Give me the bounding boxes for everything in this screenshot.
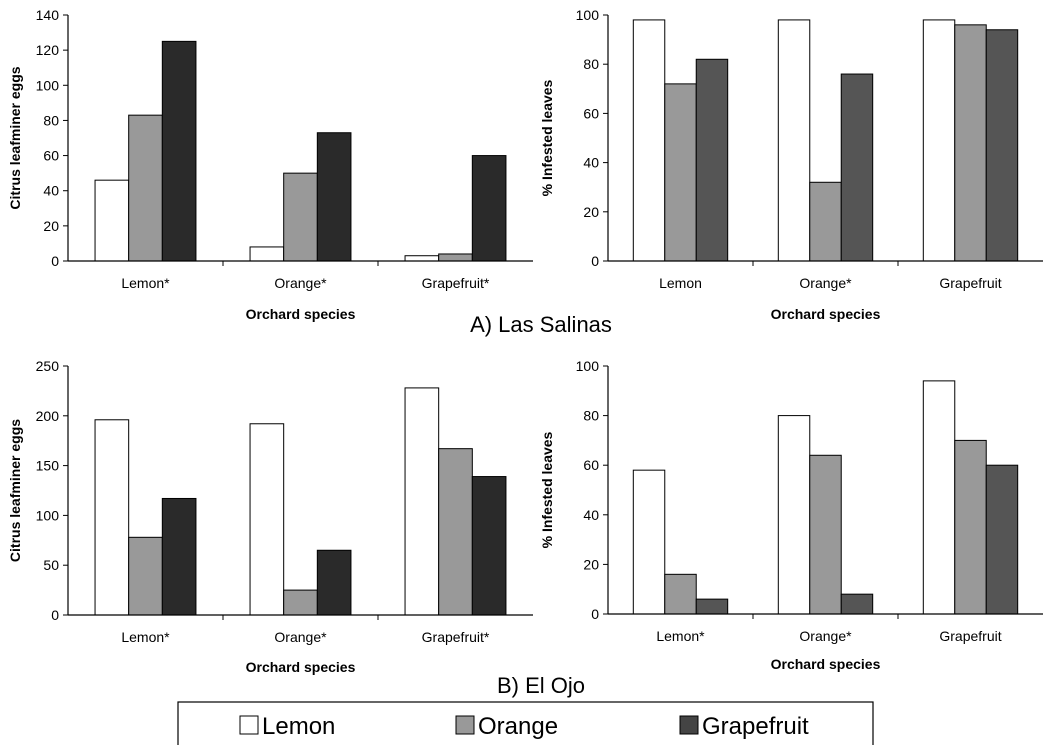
- y-tick-label: 40: [583, 155, 599, 171]
- bar-lemon-2: [249, 246, 285, 262]
- bar-grapefruit-1: [161, 497, 197, 616]
- x-tick-label: Grapefruit: [939, 275, 1001, 291]
- y-tick-label: 50: [43, 557, 59, 573]
- x-tick-label: Grapefruit*: [422, 629, 490, 645]
- charts-layer: 0 20 40 60 80 100 120 140 Lemon* Orange* Grapefrui…: [7, 7, 1043, 675]
- y-tick-label: 80: [43, 112, 59, 128]
- chart-3: 0 50 100 150 200 250 Lemon* Orange* Grapefruit* C…: [7, 358, 533, 675]
- legend-label-lemon: Lemon: [262, 713, 335, 740]
- x-tick-label: Lemon*: [121, 275, 170, 291]
- bar-grapefruit-3: [471, 476, 507, 616]
- y-tick-label: 250: [36, 358, 60, 374]
- bar-orange-2: [283, 589, 318, 616]
- bar-orange-1: [128, 114, 163, 262]
- y-tick-label: 0: [51, 253, 59, 269]
- bar-grapefruit-3: [471, 155, 507, 262]
- y-tick-label: 40: [583, 507, 599, 523]
- y-tick-label: 100: [576, 7, 600, 23]
- y-tick-label: 20: [43, 218, 59, 234]
- y-tick-label: 100: [36, 507, 60, 523]
- y-tick-label: 0: [591, 253, 599, 269]
- legend-box: [177, 701, 874, 745]
- bar-grapefruit-2: [840, 593, 874, 615]
- legend: Lemon Orange Grapefruit: [177, 701, 874, 745]
- bar-lemon-3: [404, 255, 440, 262]
- x-tick-label: Lemon*: [656, 628, 705, 644]
- bar-orange-2: [809, 454, 842, 615]
- y-tick-label: 60: [583, 457, 599, 473]
- y-axis-label: % Infested leaves: [539, 79, 555, 196]
- y-tick-label: 40: [43, 183, 59, 199]
- bar-orange-3: [438, 253, 473, 262]
- y-tick-label: 150: [36, 458, 60, 474]
- y-tick-label: 140: [36, 7, 60, 23]
- bar-grapefruit-2: [840, 73, 874, 262]
- bar-lemon-1: [632, 469, 666, 615]
- caption-el-ojo: B) El Ojo: [497, 673, 585, 698]
- y-tick-label: 0: [591, 606, 599, 622]
- y-tick-label: 80: [583, 408, 599, 424]
- x-tick-label: Grapefruit: [939, 628, 1001, 644]
- bar-lemon-1: [94, 419, 130, 616]
- legend-label-grapefruit: Grapefruit: [702, 713, 809, 740]
- x-tick-label: Orange*: [274, 629, 327, 645]
- bar-grapefruit-1: [695, 598, 729, 615]
- y-tick-label: 20: [583, 556, 599, 572]
- y-tick-label: 80: [583, 56, 599, 72]
- y-tick-label: 0: [51, 607, 59, 623]
- y-tick-label: 100: [576, 358, 600, 374]
- x-tick-label: Lemon*: [121, 629, 170, 645]
- x-axis-label: Orchard species: [246, 659, 356, 675]
- chart-1: 0 20 40 60 80 100 120 140 Lemon* Orange* Grapefrui…: [7, 7, 533, 322]
- bar-lemon-1: [632, 19, 666, 262]
- y-tick-label: 120: [36, 42, 60, 58]
- y-tick-label: 200: [36, 408, 60, 424]
- bar-lemon-2: [777, 19, 811, 262]
- bar-lemon-1: [94, 179, 130, 262]
- y-axis-label: Citrus leafminer eggs: [7, 66, 23, 209]
- bar-orange-1: [128, 536, 163, 616]
- x-tick-label: Lemon: [659, 275, 702, 291]
- bar-lemon-2: [249, 423, 285, 616]
- legend-swatch-orange: [455, 715, 475, 735]
- bar-orange-2: [283, 172, 318, 262]
- bar-orange-2: [809, 181, 842, 262]
- bar-grapefruit-2: [316, 549, 352, 616]
- bar-grapefruit-3: [985, 464, 1019, 615]
- bar-orange-1: [664, 573, 697, 615]
- x-tick-label: Orange*: [799, 275, 852, 291]
- bar-orange-3: [954, 24, 987, 262]
- bar-lemon-3: [404, 387, 440, 616]
- y-tick-label: 20: [583, 204, 599, 220]
- y-tick-label: 60: [583, 105, 599, 121]
- x-tick-label: Grapefruit*: [422, 275, 490, 291]
- bar-orange-1: [664, 83, 697, 262]
- bar-grapefruit-3: [985, 29, 1019, 262]
- x-axis-label: Orchard species: [246, 306, 356, 322]
- y-axis-label: Citrus leafminer eggs: [7, 419, 23, 562]
- bar-grapefruit-2: [316, 132, 352, 262]
- legend-label-orange: Orange: [478, 713, 558, 740]
- chart-2: 0 20 40 60 80 100 Lemon Orange* Grapefruit % Infe…: [539, 7, 1043, 322]
- bar-lemon-3: [922, 380, 956, 615]
- x-axis-label: Orchard species: [771, 306, 881, 322]
- y-tick-label: 100: [36, 77, 60, 93]
- bar-grapefruit-1: [161, 40, 197, 262]
- x-tick-label: Orange*: [274, 275, 327, 291]
- caption-las-salinas: A) Las Salinas: [470, 312, 612, 337]
- bar-orange-3: [954, 439, 987, 615]
- x-tick-label: Orange*: [799, 628, 852, 644]
- bar-lemon-3: [922, 19, 956, 262]
- y-axis-label: % Infested leaves: [539, 431, 555, 548]
- x-axis-label: Orchard species: [771, 656, 881, 672]
- y-tick-label: 60: [43, 148, 59, 164]
- bar-grapefruit-1: [695, 58, 729, 262]
- chart-4: 0 20 40 60 80 100 Lemon* Orange* Grapefruit % Inf…: [539, 358, 1043, 672]
- bar-lemon-2: [777, 415, 811, 615]
- bar-orange-3: [438, 448, 473, 616]
- legend-swatch-lemon: [239, 715, 259, 735]
- legend-swatch-grapefruit: [679, 715, 699, 735]
